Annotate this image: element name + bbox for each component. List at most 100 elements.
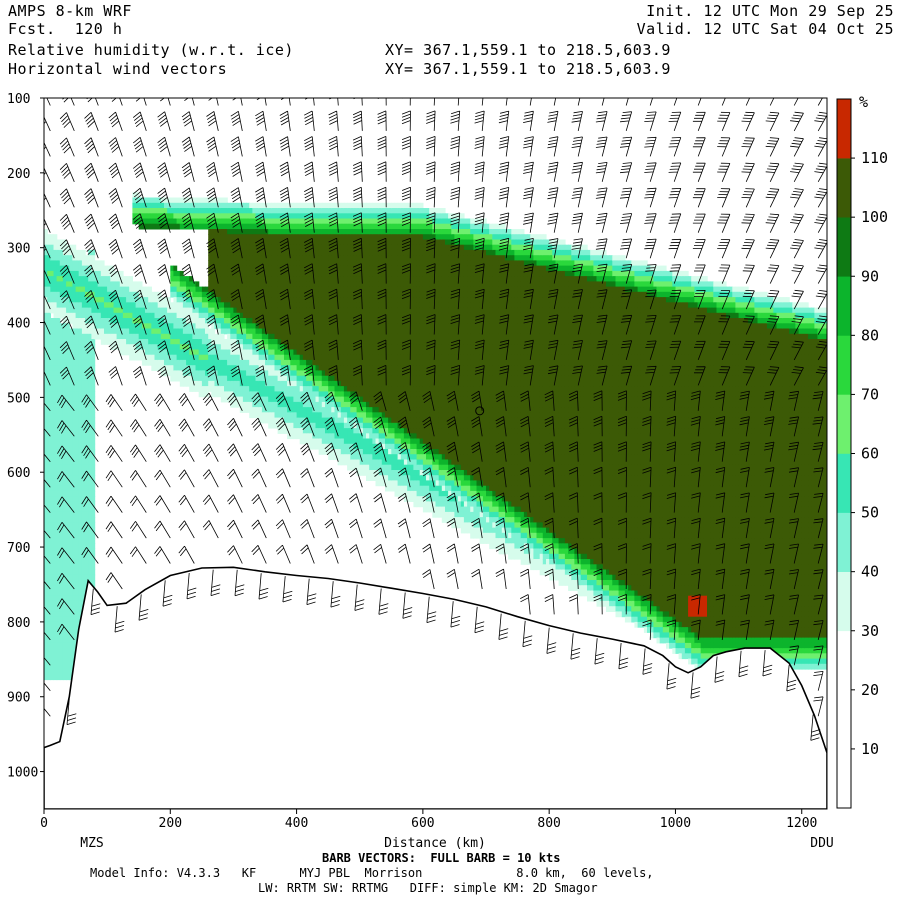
rh-cell xyxy=(85,354,89,361)
rh-cell xyxy=(375,480,380,487)
rh-cell xyxy=(85,543,89,550)
rh-cell xyxy=(224,302,228,309)
rh-cell xyxy=(75,464,80,471)
rh-cell xyxy=(170,312,175,319)
rh-cell xyxy=(75,490,80,497)
rh-cell xyxy=(189,291,193,298)
rh-cell xyxy=(385,328,389,335)
rh-cell xyxy=(72,417,77,424)
rh-cell xyxy=(88,281,92,288)
rh-cell xyxy=(227,286,231,293)
rh-cell xyxy=(85,281,89,288)
rh-cell xyxy=(44,669,48,675)
rh-cell xyxy=(366,229,370,235)
rh-cell xyxy=(66,663,70,670)
rh-cell xyxy=(246,354,250,361)
rh-cell xyxy=(227,281,231,288)
rh-cell xyxy=(107,339,111,345)
rh-cell xyxy=(312,307,317,314)
rh-cell xyxy=(148,312,152,319)
rh-cell xyxy=(403,249,408,256)
rh-cell xyxy=(78,459,83,466)
rh-cell xyxy=(362,417,367,424)
rh-cell xyxy=(75,627,80,633)
rh-cell xyxy=(85,485,89,492)
rh-cell xyxy=(385,255,389,261)
rh-cell xyxy=(372,286,377,293)
rh-cell xyxy=(78,302,83,309)
rh-cell xyxy=(160,323,165,330)
rh-cell xyxy=(201,218,206,225)
rh-cell xyxy=(321,391,326,398)
rh-cell xyxy=(397,417,402,424)
rh-cell xyxy=(378,276,383,282)
rh-cell xyxy=(233,265,238,272)
rh-cell xyxy=(255,380,260,387)
rh-cell xyxy=(66,595,70,602)
rh-cell xyxy=(309,438,313,445)
rh-cell xyxy=(381,417,386,424)
rh-cell xyxy=(88,401,92,408)
rh-cell xyxy=(312,365,317,371)
rh-cell xyxy=(347,412,351,419)
rh-cell xyxy=(220,286,225,293)
rh-cell xyxy=(306,354,310,361)
rh-cell xyxy=(167,297,171,303)
rh-cell xyxy=(236,318,241,324)
rh-cell xyxy=(359,380,364,387)
rh-cell xyxy=(53,600,58,607)
rh-cell xyxy=(141,202,146,209)
rh-cell xyxy=(299,328,304,335)
cross-section-coords-1: XY= 367.1,559.1 to 218.5,603.9 xyxy=(385,41,671,59)
rh-cell xyxy=(366,286,370,293)
rh-cell xyxy=(69,417,74,424)
rh-cell xyxy=(56,354,61,361)
rh-cell xyxy=(62,511,67,518)
rh-cell xyxy=(388,433,392,440)
rh-cell xyxy=(306,307,310,314)
rh-cell xyxy=(265,202,269,209)
rh-cell xyxy=(268,297,272,303)
rh-cell xyxy=(56,380,61,387)
rh-cell xyxy=(385,480,389,487)
rh-cell xyxy=(321,239,326,246)
rh-cell xyxy=(81,286,86,293)
rh-cell xyxy=(205,213,209,220)
rh-cell xyxy=(78,522,83,529)
rh-cell xyxy=(182,349,187,356)
rh-cell xyxy=(78,559,83,565)
rh-cell xyxy=(372,239,377,246)
rh-cell xyxy=(179,307,184,314)
rh-cell xyxy=(59,281,64,288)
rh-cell xyxy=(293,365,298,371)
rh-cell xyxy=(378,375,383,382)
rh-cell xyxy=(318,323,323,330)
rh-cell xyxy=(170,339,175,345)
rh-cell xyxy=(227,244,231,251)
rh-cell xyxy=(356,438,361,445)
rh-cell xyxy=(59,339,64,345)
rh-cell xyxy=(122,291,127,298)
rh-cell xyxy=(309,401,313,408)
rh-cell xyxy=(271,281,276,288)
rh-cell xyxy=(356,328,361,335)
rh-cell xyxy=(274,312,279,319)
rh-cell xyxy=(293,422,298,429)
rh-cell xyxy=(236,255,241,261)
rh-cell xyxy=(318,412,323,419)
rh-cell xyxy=(375,255,380,261)
rh-cell xyxy=(47,506,51,513)
rh-cell xyxy=(217,349,222,356)
rh-cell xyxy=(362,349,367,356)
rh-cell xyxy=(50,449,55,455)
rh-cell xyxy=(397,459,402,466)
rh-cell xyxy=(309,229,313,235)
rh-cell xyxy=(277,386,282,392)
rh-cell xyxy=(81,501,86,508)
rh-cell xyxy=(208,249,212,256)
rh-cell xyxy=(208,328,212,335)
rh-cell xyxy=(400,386,405,392)
rh-cell xyxy=(328,386,332,392)
rh-cell xyxy=(44,506,48,513)
